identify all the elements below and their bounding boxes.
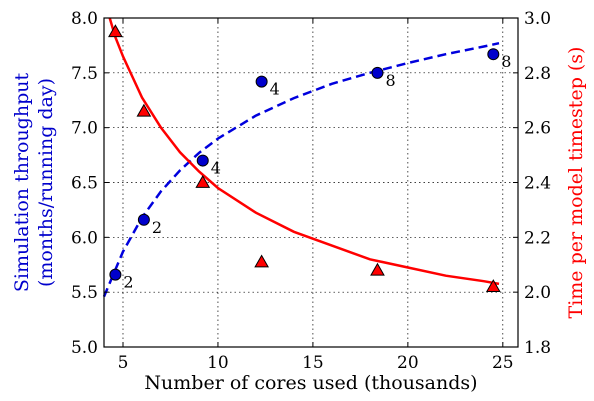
point-label: 8	[501, 52, 511, 71]
y-right-tick-label: 3.0	[524, 9, 551, 29]
data-points: 2 2 4 4 8 8	[108, 24, 511, 293]
y-left-tick-label: 6.0	[71, 228, 98, 248]
timestep-point	[108, 24, 123, 38]
x-tick-label: 15	[302, 353, 324, 373]
fit-lines	[102, 17, 500, 298]
x-axis-label: Number of cores used (thousands)	[144, 372, 477, 394]
y-left-axis-label-line: Simulation throughput	[11, 73, 33, 293]
y-left-tick-label: 5.5	[71, 283, 98, 303]
y-left-tick-label: 8.0	[71, 9, 98, 29]
throughput-point	[137, 213, 150, 226]
throughput-point	[255, 75, 268, 88]
y-left-axis-label-line: (months/running day)	[35, 78, 57, 287]
point-label: 2	[123, 273, 133, 292]
timestep-point	[136, 103, 152, 117]
y-left-tick-label: 6.5	[71, 174, 98, 194]
y-left-tick-label: 7.0	[71, 119, 98, 139]
throughput-fit-line	[102, 41, 500, 298]
y-left-tick-label: 7.5	[71, 64, 98, 84]
x-tick-label: 5	[118, 353, 129, 373]
axis-ticks: 5 10 15 20 25 5.0 5.5 6.0 6.5 7.0 7.5 8.0 1.8 2.0 2.2 2…	[71, 9, 551, 373]
throughput-point	[487, 48, 500, 61]
x-tick-label: 25	[492, 353, 514, 373]
timestep-point	[485, 279, 501, 293]
y-right-tick-label: 2.0	[524, 283, 551, 303]
timestep-fit-line	[108, 17, 500, 286]
y-right-tick-label: 2.2	[524, 228, 551, 248]
point-label: 4	[211, 159, 221, 178]
point-label: 2	[152, 218, 162, 237]
y-right-tick-label: 1.8	[524, 338, 551, 358]
y-right-tick-label: 2.4	[524, 174, 551, 194]
y-left-tick-label: 5.0	[71, 338, 98, 358]
timestep-point	[370, 262, 385, 276]
throughput-point	[196, 154, 209, 167]
timestep-point	[254, 254, 269, 268]
point-label: 8	[385, 71, 395, 90]
point-label: 4	[270, 80, 280, 99]
y-right-tick-label: 2.8	[524, 64, 551, 84]
x-tick-label: 10	[207, 353, 229, 373]
y-left-axis-label: Simulation throughput (months/running day…	[11, 73, 57, 293]
y-right-tick-label: 2.6	[524, 119, 551, 139]
throughput-point	[371, 66, 384, 79]
timestep-point	[195, 174, 211, 188]
throughput-point	[109, 268, 122, 281]
grid	[104, 18, 518, 347]
y-right-axis-label: Time per model timestep (s)	[565, 47, 587, 319]
x-tick-label: 20	[397, 353, 419, 373]
